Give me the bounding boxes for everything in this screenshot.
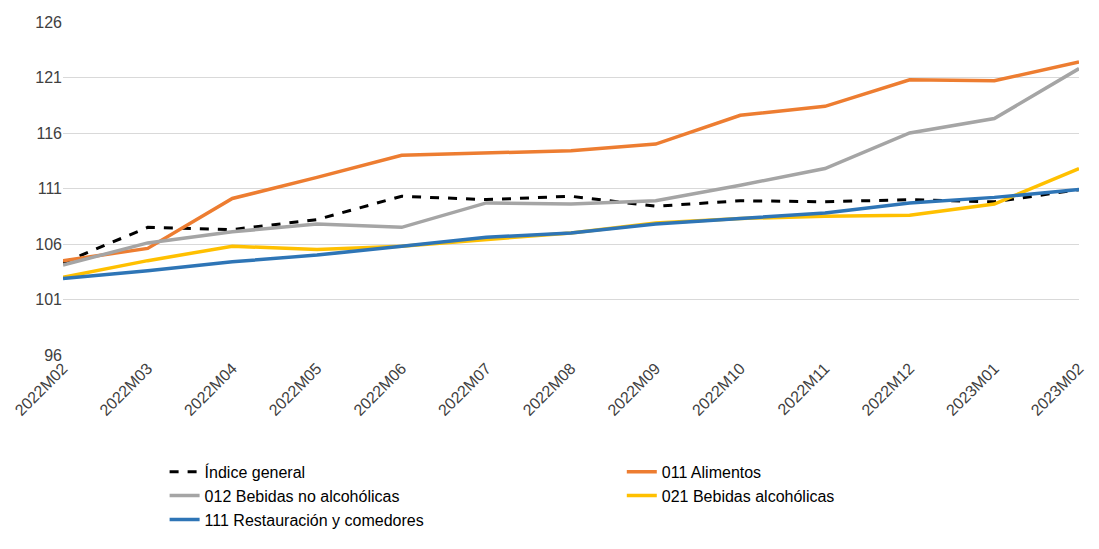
svg-text:2022M03: 2022M03: [96, 360, 155, 419]
svg-text:2022M06: 2022M06: [350, 360, 409, 419]
svg-text:2022M02: 2022M02: [12, 360, 71, 419]
svg-text:011 Alimentos: 011 Alimentos: [662, 464, 761, 481]
svg-text:Índice general: Índice general: [205, 463, 306, 481]
svg-text:2022M08: 2022M08: [520, 360, 579, 419]
svg-text:116: 116: [36, 125, 62, 142]
svg-text:2022M09: 2022M09: [604, 360, 663, 419]
svg-text:2023M01: 2023M01: [943, 360, 1002, 419]
svg-text:2022M11: 2022M11: [774, 360, 832, 418]
svg-text:111: 111: [38, 180, 62, 197]
svg-text:021 Bebidas alcohólicas: 021 Bebidas alcohólicas: [662, 488, 835, 505]
svg-text:106: 106: [35, 236, 62, 253]
svg-text:121: 121: [35, 69, 62, 86]
svg-text:2022M05: 2022M05: [266, 360, 325, 419]
svg-text:2022M12: 2022M12: [858, 360, 917, 419]
svg-text:126: 126: [35, 14, 62, 31]
svg-text:2022M04: 2022M04: [181, 360, 240, 419]
svg-text:96: 96: [44, 347, 62, 364]
svg-text:101: 101: [35, 291, 62, 308]
svg-text:111 Restauración y comedores: 111 Restauración y comedores: [205, 512, 424, 529]
svg-text:2023M02: 2023M02: [1028, 360, 1087, 419]
svg-text:2022M07: 2022M07: [435, 360, 494, 419]
svg-text:012 Bebidas no alcohólicas: 012 Bebidas no alcohólicas: [205, 488, 400, 505]
svg-text:2022M10: 2022M10: [689, 360, 748, 419]
